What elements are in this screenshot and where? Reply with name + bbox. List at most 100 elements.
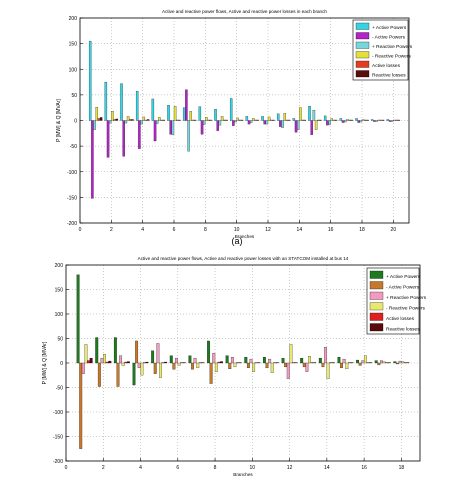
bar-series-4 bbox=[327, 363, 330, 379]
bar-series-1 bbox=[230, 98, 232, 120]
bar-series-2 bbox=[170, 121, 172, 135]
bar-series-6 bbox=[257, 120, 259, 121]
legend-entry-5: Active losses bbox=[386, 316, 415, 322]
bar-series-2 bbox=[373, 121, 375, 122]
bar-series-2 bbox=[154, 121, 156, 142]
bar-series-4 bbox=[345, 363, 348, 369]
bar-series-2 bbox=[303, 363, 306, 367]
bar-series-3 bbox=[119, 356, 122, 363]
bar-series-6 bbox=[146, 362, 149, 363]
y-tick-label: 200 bbox=[69, 16, 78, 22]
bar-series-5 bbox=[270, 120, 272, 121]
bar-series-1 bbox=[263, 357, 266, 363]
caption-a: (a) bbox=[232, 236, 243, 246]
bar-series-6 bbox=[351, 120, 353, 121]
bar-series-4 bbox=[290, 344, 293, 363]
bar-series-2 bbox=[138, 121, 140, 149]
legend-entry-1: + Active Powers bbox=[386, 274, 421, 280]
bar-series-4 bbox=[205, 117, 207, 120]
bar-series-3 bbox=[343, 359, 346, 363]
legend-swatch-2 bbox=[370, 282, 383, 290]
bar-series-5 bbox=[145, 120, 147, 121]
bar-series-1 bbox=[214, 109, 216, 120]
legend-entry-6: Reactive losses bbox=[386, 327, 420, 333]
bar-series-6 bbox=[194, 120, 196, 121]
bar-series-6 bbox=[382, 120, 384, 121]
bar-series-3 bbox=[82, 363, 85, 374]
bar-series-3 bbox=[324, 347, 327, 363]
bar-series-1 bbox=[356, 360, 359, 363]
bar-series-3 bbox=[268, 359, 271, 363]
bar-series-3 bbox=[313, 110, 315, 120]
bar-series-1 bbox=[293, 118, 295, 120]
bar-series-5 bbox=[286, 120, 288, 121]
bar-series-2 bbox=[154, 363, 157, 374]
bar-series-3 bbox=[219, 121, 221, 126]
bar-series-5 bbox=[87, 361, 90, 363]
bar-series-2 bbox=[98, 363, 101, 387]
bar-series-3 bbox=[101, 358, 104, 363]
bar-series-2 bbox=[264, 121, 266, 125]
bar-series-4 bbox=[299, 108, 301, 121]
bar-series-4 bbox=[346, 119, 348, 120]
bar-series-3 bbox=[203, 121, 205, 125]
y-tick-label: -200 bbox=[53, 459, 63, 465]
bar-series-4 bbox=[331, 118, 333, 120]
bar-series-4 bbox=[143, 117, 145, 121]
bar-series-1 bbox=[152, 99, 154, 121]
bar-series-4 bbox=[221, 116, 223, 120]
legend-swatch-1 bbox=[370, 271, 383, 279]
bar-series-3 bbox=[250, 359, 253, 363]
bar-series-6 bbox=[108, 361, 111, 363]
bar-series-1 bbox=[371, 119, 373, 120]
bar-series-2 bbox=[210, 363, 213, 384]
y-tick-label: 100 bbox=[69, 67, 78, 73]
bar-series-6 bbox=[241, 120, 243, 121]
bar-series-4 bbox=[364, 356, 367, 363]
bar-series-1 bbox=[95, 338, 98, 363]
x-tick-label: 4 bbox=[139, 465, 142, 471]
x-tick-label: 12 bbox=[287, 465, 293, 471]
chart-title: Active and reactive power flows, Active … bbox=[162, 9, 327, 14]
bar-series-2 bbox=[389, 121, 391, 122]
bar-series-1 bbox=[282, 358, 285, 363]
bar-series-1 bbox=[199, 107, 201, 121]
y-tick-label: 50 bbox=[57, 337, 63, 343]
bar-series-1 bbox=[340, 118, 342, 120]
bar-series-5 bbox=[302, 120, 304, 121]
bar-series-5 bbox=[129, 119, 131, 120]
bar-series-3 bbox=[187, 121, 189, 152]
bar-series-4 bbox=[141, 363, 144, 375]
bar-series-6 bbox=[100, 117, 102, 120]
x-tick-label: 10 bbox=[234, 227, 240, 233]
x-tick-label: 8 bbox=[204, 227, 207, 233]
legend-entry-6: Reactive losses bbox=[372, 73, 406, 79]
bar-series-5 bbox=[218, 362, 221, 363]
bar-series-1 bbox=[120, 84, 122, 121]
bar-series-2 bbox=[396, 363, 399, 364]
bar-series-3 bbox=[109, 121, 111, 124]
bar-series-4 bbox=[268, 117, 270, 121]
bar-series-4 bbox=[103, 354, 106, 363]
legend-swatch-2 bbox=[356, 33, 369, 40]
bar-series-3 bbox=[287, 363, 290, 379]
bar-series-4 bbox=[127, 116, 129, 120]
bar-series-2 bbox=[107, 121, 109, 158]
bar-series-5 bbox=[396, 120, 398, 121]
bar-series-3 bbox=[250, 121, 252, 123]
legend-swatch-6 bbox=[356, 71, 369, 78]
bar-series-6 bbox=[116, 119, 118, 121]
bar-series-1 bbox=[170, 356, 173, 363]
bar-series-5 bbox=[114, 119, 116, 120]
bar-series-6 bbox=[220, 362, 223, 363]
legend-swatch-4 bbox=[370, 303, 383, 311]
bar-series-6 bbox=[178, 120, 180, 121]
bar-series-3 bbox=[172, 121, 174, 135]
bar-series-1 bbox=[77, 275, 80, 363]
bar-series-6 bbox=[225, 120, 227, 121]
legend-swatch-6 bbox=[370, 324, 383, 332]
bar-series-5 bbox=[106, 362, 109, 363]
bar-series-2 bbox=[342, 121, 344, 123]
